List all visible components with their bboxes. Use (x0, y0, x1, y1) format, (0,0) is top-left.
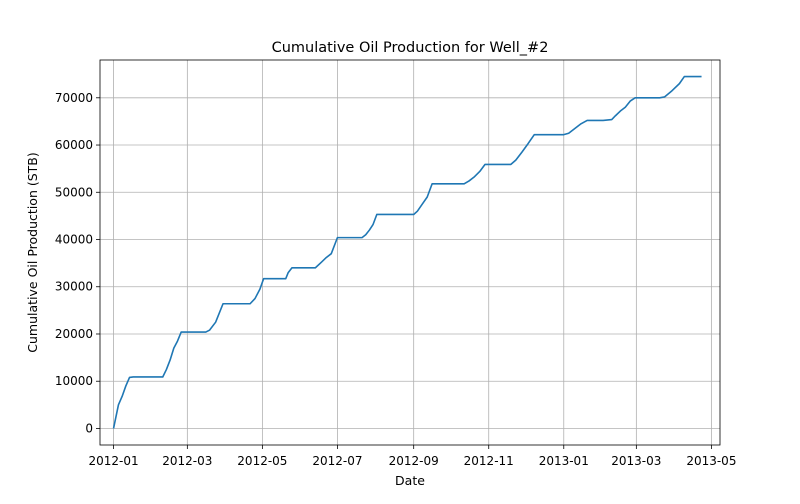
y-tick-label: 60000 (55, 138, 93, 152)
y-tick-label: 40000 (55, 233, 93, 247)
x-tick-label: 2012-07 (312, 454, 362, 468)
x-axis-label: Date (395, 473, 425, 488)
y-axis: 0 10000 20000 30000 40000 50000 60000 70000 (55, 91, 100, 435)
x-tick-label: 2013-03 (611, 454, 661, 468)
x-tick-label: 2012-09 (389, 454, 439, 468)
x-tick-label: 2012-01 (88, 454, 138, 468)
y-tick-label: 30000 (55, 280, 93, 294)
plot-frame (99, 59, 721, 446)
y-tick-label: 50000 (55, 185, 93, 199)
x-axis: 2012-01 2012-03 2012-05 2012-07 2012-09 2012-… (88, 445, 736, 468)
plot-area-background (100, 60, 720, 445)
series-line-0 (112, 75, 702, 429)
y-tick-label: 10000 (55, 374, 93, 388)
x-tick-label: 2012-11 (464, 454, 514, 468)
y-tick-label: 20000 (55, 327, 93, 341)
y-axis-label: Cumulative Oil Production (STB) (25, 152, 40, 352)
x-tick-label: 2013-05 (686, 454, 736, 468)
chart-title: Cumulative Oil Production for Well_#2 (272, 40, 549, 56)
x-tick-label: 2012-03 (162, 454, 212, 468)
x-tick-label: 2012-05 (237, 454, 287, 468)
series-layer (112, 75, 702, 429)
y-tick-label: 0 (85, 421, 93, 435)
y-tick-label: 70000 (55, 91, 93, 105)
x-tick-label: 2013-01 (539, 454, 589, 468)
grid-lines (100, 60, 720, 445)
